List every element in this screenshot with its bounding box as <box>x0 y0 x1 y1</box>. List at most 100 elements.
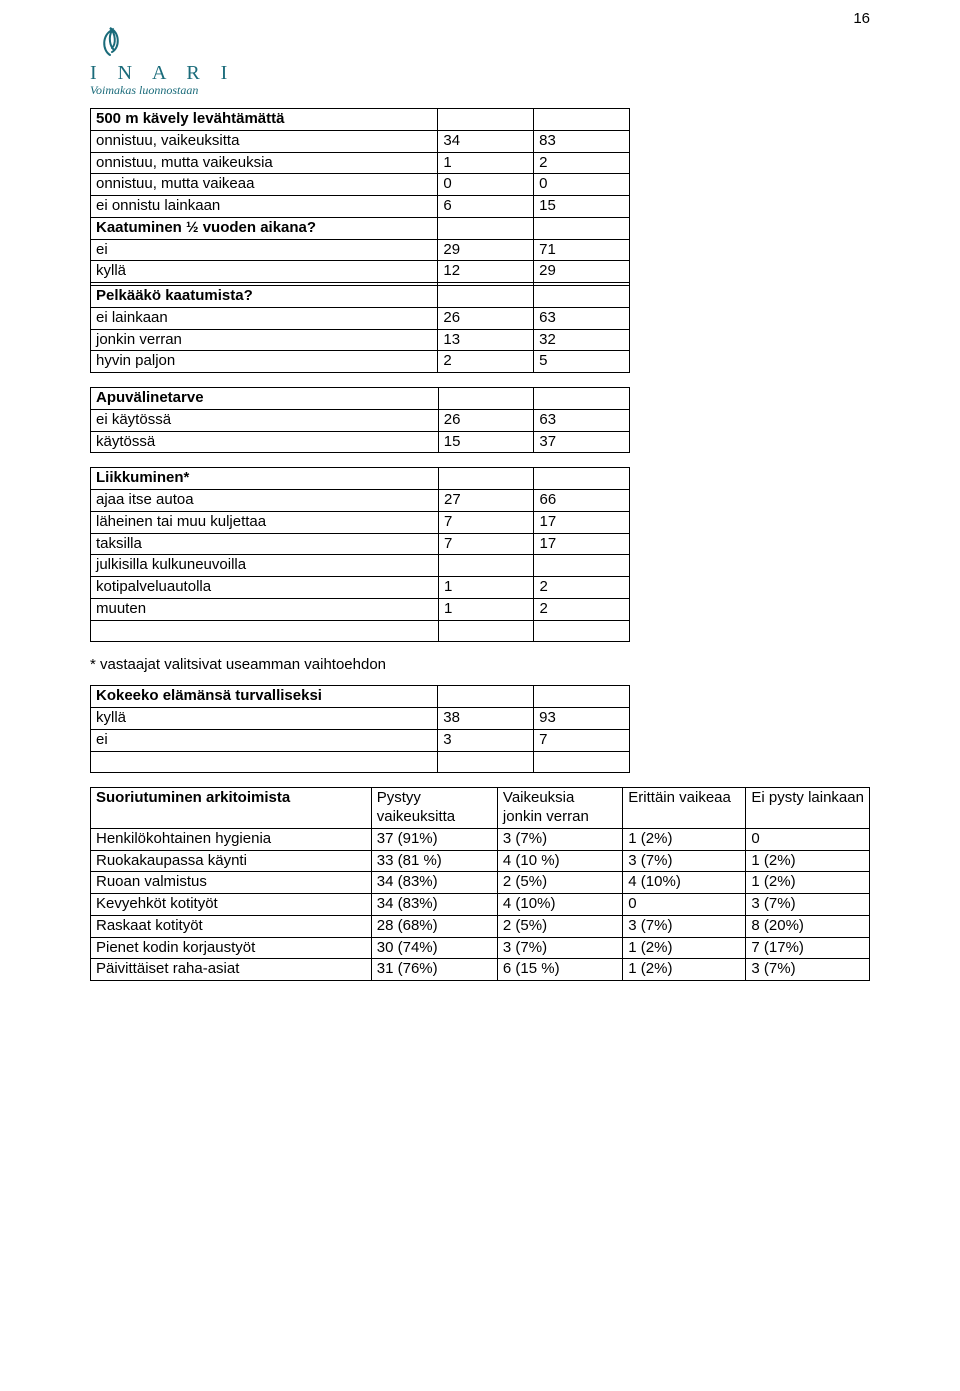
cell: 83 <box>534 130 630 152</box>
cell: 1 <box>438 152 534 174</box>
row-label: hyvin paljon <box>91 351 438 373</box>
row-label: Päivittäiset raha-asiat <box>91 959 372 981</box>
cell <box>438 751 534 773</box>
cell: 3 (7%) <box>623 915 746 937</box>
cell: 6 <box>438 196 534 218</box>
table-header: 500 m kävely levähtämättä <box>91 109 438 131</box>
cell: 63 <box>534 307 630 329</box>
table-header: Kaatuminen ½ vuoden aikana? <box>91 217 438 239</box>
col-header: Erittäin vaikeaa <box>623 788 746 829</box>
col-header: Suoriutuminen arkitoimista <box>91 788 372 829</box>
footnote: * vastaajat valitsivat useamman vaihtoeh… <box>90 656 870 673</box>
cell: 37 <box>534 431 630 453</box>
cell: 3 (7%) <box>497 937 622 959</box>
cell: 1 <box>439 577 534 599</box>
row-label: Raskaat kotityöt <box>91 915 372 937</box>
cell: 34 (83%) <box>371 894 497 916</box>
cell <box>534 751 630 773</box>
row-label: Henkilökohtainen hygienia <box>91 828 372 850</box>
cell: 27 <box>439 490 534 512</box>
cell: 26 <box>438 307 534 329</box>
row-label: Ruoan valmistus <box>91 872 372 894</box>
cell: 2 <box>534 598 630 620</box>
cell: 66 <box>534 490 630 512</box>
cell: 34 (83%) <box>371 872 497 894</box>
cell: 2 <box>438 351 534 373</box>
cell: 2 (5%) <box>497 872 622 894</box>
cell: 29 <box>534 261 630 283</box>
cell: 3 (7%) <box>746 959 870 981</box>
cell <box>534 620 630 642</box>
cell: 26 <box>438 409 534 431</box>
cell: 15 <box>534 196 630 218</box>
row-label: käytössä <box>91 431 439 453</box>
page-number: 16 <box>853 10 870 27</box>
row-label: ei <box>91 729 438 751</box>
col-header: Pystyy vaikeuksitta <box>371 788 497 829</box>
cell: 38 <box>438 708 534 730</box>
row-label: ajaa itse autoa <box>91 490 439 512</box>
col-header: Ei pysty lainkaan <box>746 788 870 829</box>
table-liikkuminen: Liikkuminen* ajaa itse autoa2766 läheine… <box>90 467 630 642</box>
row-label: kyllä <box>91 261 438 283</box>
cell: 3 (7%) <box>623 850 746 872</box>
cell: 3 <box>438 729 534 751</box>
cell: 7 (17%) <box>746 937 870 959</box>
cell: 31 (76%) <box>371 959 497 981</box>
cell: 7 <box>439 511 534 533</box>
cell: 71 <box>534 239 630 261</box>
cell: 28 (68%) <box>371 915 497 937</box>
cell: 4 (10 %) <box>497 850 622 872</box>
cell: 7 <box>534 729 630 751</box>
cell: 17 <box>534 533 630 555</box>
row-label: taksilla <box>91 533 439 555</box>
cell: 4 (10%) <box>623 872 746 894</box>
cell: 30 (74%) <box>371 937 497 959</box>
cell: 15 <box>438 431 534 453</box>
logo: I N A R I Voimakas luonnostaan <box>90 20 870 98</box>
row-label: kyllä <box>91 708 438 730</box>
cell: 13 <box>438 329 534 351</box>
cell: 1 <box>439 598 534 620</box>
cell <box>439 555 534 577</box>
cell: 37 (91%) <box>371 828 497 850</box>
cell: 1 (2%) <box>623 959 746 981</box>
row-label: läheinen tai muu kuljettaa <box>91 511 439 533</box>
row-label: ei käytössä <box>91 409 439 431</box>
cell: 0 <box>534 174 630 196</box>
cell: 8 (20%) <box>746 915 870 937</box>
cell: 1 (2%) <box>746 872 870 894</box>
row-label: ei lainkaan <box>91 307 438 329</box>
logo-tagline: Voimakas luonnostaan <box>90 83 870 98</box>
row-label: onnistuu, mutta vaikeuksia <box>91 152 438 174</box>
cell: 3 (7%) <box>497 828 622 850</box>
cell: 6 (15 %) <box>497 959 622 981</box>
col-header: Vaikeuksia jonkin verran <box>497 788 622 829</box>
table-header: Pelkääkö kaatumista? <box>91 286 438 308</box>
row-label: ei onnistu lainkaan <box>91 196 438 218</box>
row-label: julkisilla kulkuneuvoilla <box>91 555 439 577</box>
logo-brand: I N A R I <box>90 62 870 85</box>
row-label: Kevyehköt kotityöt <box>91 894 372 916</box>
cell: 1 (2%) <box>623 937 746 959</box>
cell <box>439 620 534 642</box>
table-apuvaline: Apuvälinetarve ei käytössä2663 käytössä1… <box>90 387 630 453</box>
table-header: Liikkuminen* <box>91 468 439 490</box>
logo-swirl-icon <box>90 20 130 60</box>
cell <box>534 555 630 577</box>
cell: 1 (2%) <box>746 850 870 872</box>
cell: 93 <box>534 708 630 730</box>
cell: 2 <box>534 577 630 599</box>
cell: 33 (81 %) <box>371 850 497 872</box>
row-label <box>91 620 439 642</box>
row-label <box>91 751 438 773</box>
table-header: Kokeeko elämänsä turvalliseksi <box>91 686 438 708</box>
cell: 5 <box>534 351 630 373</box>
row-label: muuten <box>91 598 439 620</box>
row-label: onnistuu, vaikeuksitta <box>91 130 438 152</box>
cell: 2 (5%) <box>497 915 622 937</box>
cell: 3 (7%) <box>746 894 870 916</box>
row-label: onnistuu, mutta vaikeaa <box>91 174 438 196</box>
cell: 32 <box>534 329 630 351</box>
cell: 0 <box>623 894 746 916</box>
